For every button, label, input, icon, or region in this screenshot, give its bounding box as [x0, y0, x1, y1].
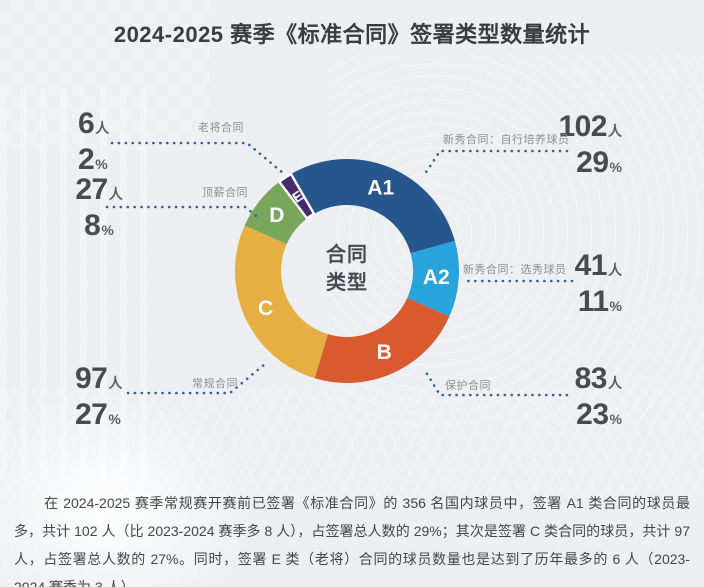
callout-a2: 41人 11%	[545, 250, 622, 322]
donut-chart: A1 A2 B C D E 合同 类型 102人 29% 41人 11%	[58, 108, 622, 435]
callout-c: 97人 27%	[75, 363, 122, 435]
donut-segment-a1	[291, 159, 455, 254]
summary-paragraph: 在 2024-2025 赛季常规赛开赛前已签署《标准合同》的 356 名国内球员…	[14, 495, 690, 587]
a1-count-value: 102	[558, 110, 607, 143]
callout-d: 27人 8%	[58, 174, 140, 246]
donut-segment-a2	[407, 240, 459, 317]
c-count-unit: 人	[108, 375, 123, 391]
d-percent-value: 8	[84, 209, 101, 242]
segment-label-e: 老将合同	[198, 122, 244, 134]
callout-b: 83人 23%	[545, 363, 622, 435]
d-count-unit: 人	[108, 186, 123, 202]
leader-line-a1	[421, 149, 569, 179]
callout-a1-count: 102人	[538, 111, 622, 147]
segment-label-a2: 新秀合同：选秀球员	[463, 264, 567, 276]
c-percent-unit: %	[108, 411, 121, 427]
callout-c-percent: 27%	[75, 399, 122, 435]
callout-b-count: 83人	[545, 363, 622, 399]
donut-segment-letter-c: C	[258, 297, 273, 320]
callout-a1-percent: 29%	[538, 147, 622, 183]
callout-d-count: 27人	[58, 174, 140, 210]
e-count-unit: 人	[95, 120, 110, 136]
b-count-value: 83	[574, 362, 608, 395]
b-percent-unit: %	[609, 411, 622, 427]
callout-d-percent: 8%	[58, 210, 140, 246]
a2-percent-value: 11	[577, 285, 609, 318]
d-percent-unit: %	[101, 222, 114, 238]
callout-e: 6人 2%	[78, 108, 109, 180]
donut-segment-c	[234, 225, 328, 379]
donut-segment-letter-b: B	[377, 341, 392, 364]
c-percent-value: 27	[75, 398, 108, 431]
a2-percent-unit: %	[609, 298, 622, 314]
segment-label-c: 常规合同	[192, 378, 238, 390]
c-count-value: 97	[75, 362, 108, 395]
segment-label-a1: 新秀合同：自行培养球员	[443, 134, 570, 146]
callout-e-percent: 2%	[78, 144, 109, 180]
center-label-line2: 类型	[326, 272, 368, 294]
a1-count-unit: 人	[608, 123, 622, 139]
callout-a1: 102人 29%	[538, 111, 622, 183]
a1-percent-value: 29	[576, 146, 609, 179]
segment-label-d: 顶薪合同	[202, 187, 248, 199]
segment-label-b: 保护合同	[445, 380, 491, 392]
page-title: 2024-2025 赛季《标准合同》签署类型数量统计	[113, 22, 591, 47]
donut-segment-letter-a1: A1	[367, 177, 394, 200]
e-count-value: 6	[78, 107, 95, 140]
a2-count-value: 41	[574, 249, 608, 282]
leader-line-b	[422, 367, 569, 397]
b-percent-value: 23	[576, 398, 609, 431]
b-count-unit: 人	[608, 375, 622, 391]
a2-count-unit: 人	[608, 262, 622, 278]
d-count-value: 27	[75, 173, 108, 206]
e-percent-value: 2	[78, 143, 95, 176]
center-label-line1: 合同	[326, 244, 368, 266]
donut-segment-letter-d: D	[269, 204, 284, 227]
a1-percent-unit: %	[609, 159, 622, 175]
donut-segment-letter-a2: A2	[423, 266, 450, 289]
donut-center-label: 合同 类型	[287, 241, 407, 297]
callout-c-count: 97人	[75, 363, 122, 399]
donut-segment-b	[314, 297, 450, 384]
callout-e-count: 6人	[78, 108, 109, 144]
callout-b-percent: 23%	[545, 399, 622, 435]
callout-a2-count: 41人	[545, 250, 622, 286]
leader-line-e	[110, 141, 285, 175]
callout-a2-percent: 11%	[545, 286, 622, 322]
donut-segment-d	[244, 181, 308, 245]
leader-line-d	[105, 205, 261, 220]
donut-segment-e	[277, 172, 316, 221]
e-percent-unit: %	[95, 156, 108, 172]
